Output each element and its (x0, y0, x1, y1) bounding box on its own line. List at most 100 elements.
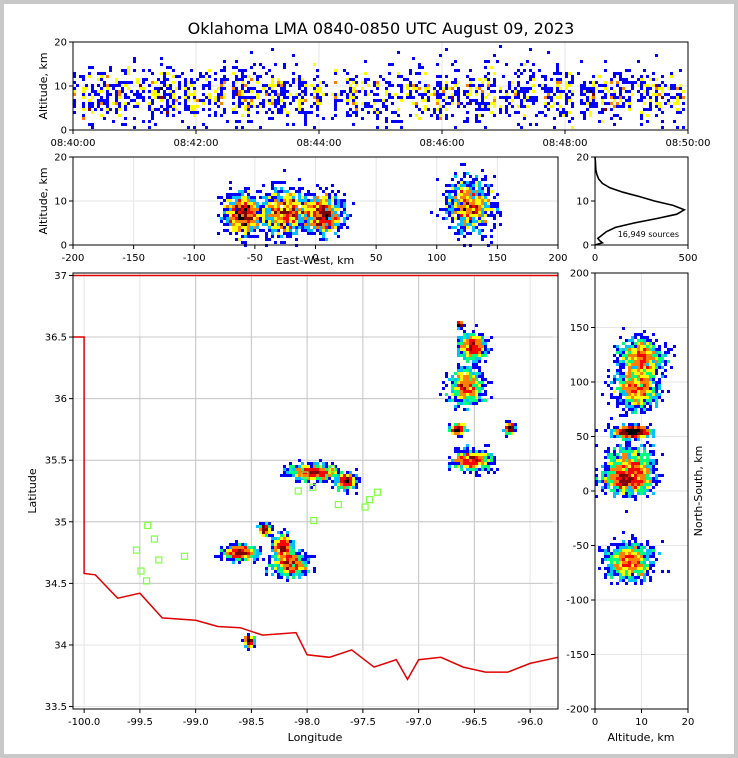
east-west-density-cell (316, 205, 319, 208)
east-west-density-cell (238, 202, 241, 205)
time-height-density-cell (202, 99, 205, 102)
time-height-density-cell (298, 84, 301, 87)
east-west-density-cell (445, 202, 448, 205)
east-west-density-cell (271, 217, 274, 220)
map-density-cell (472, 360, 475, 363)
map-density-cell (229, 549, 232, 552)
time-height-density-cell (571, 105, 574, 108)
time-height-density-cell (421, 96, 424, 99)
ns-density-cell (640, 405, 643, 408)
time-height-density-cell (277, 99, 280, 102)
time-height-density-cell (289, 102, 292, 105)
map-density-cell (481, 345, 484, 348)
time-height-density-cell (97, 72, 100, 75)
time-height-density-cell (415, 87, 418, 90)
ns-density-cell (658, 366, 661, 369)
time-height-density-cell (559, 78, 562, 81)
time-height-density-cell (193, 99, 196, 102)
map-density-cell (466, 468, 469, 471)
time-height-density-cell (487, 87, 490, 90)
map-density-cell (274, 543, 277, 546)
time-height-density-cell (559, 81, 562, 84)
time-height-density-cell (124, 123, 127, 126)
time-height-density-cell (598, 90, 601, 93)
time-height-density-cell (628, 69, 631, 72)
east-west-density-cell (460, 211, 463, 214)
time-height-density-cell (592, 105, 595, 108)
time-height-density-cell (115, 111, 118, 114)
map-density-cell (292, 570, 295, 573)
map-density-cell (460, 393, 463, 396)
east-west-density-cell (466, 223, 469, 226)
map-density-cell (469, 345, 472, 348)
ns-density-cell (646, 465, 649, 468)
ns-density-cell (640, 561, 643, 564)
time-height-density-cell (88, 93, 91, 96)
time-height-density-cell (193, 111, 196, 114)
ns-density-cell (631, 342, 634, 345)
map-density-cell (475, 465, 478, 468)
map-density-cell (466, 450, 469, 453)
time-height-density-cell (676, 87, 679, 90)
map-density-cell (484, 456, 487, 459)
time-height-density-cell (88, 66, 91, 69)
time-height-density-cell (373, 99, 376, 102)
east-west-density-cell (310, 193, 313, 196)
map-density-cell (481, 384, 484, 387)
east-west-density-cell (244, 199, 247, 202)
time-height-density-cell (436, 102, 439, 105)
ns-density-cell (628, 360, 631, 363)
east-west-density-cell (241, 214, 244, 217)
time-height-density-cell (232, 108, 235, 111)
time-height-density-cell (640, 96, 643, 99)
time-height-density-cell (340, 99, 343, 102)
map-density-cell (460, 327, 463, 330)
east-west-density-cell (475, 208, 478, 211)
map-density-cell (271, 537, 274, 540)
map-density-cell (484, 450, 487, 453)
ns-density-cell (637, 438, 640, 441)
time-height-density-cell (388, 81, 391, 84)
time-height-density-cell (475, 114, 478, 117)
lma-station-marker (132, 546, 141, 554)
time-height-density-cell (418, 87, 421, 90)
east-west-density-cell (229, 202, 232, 205)
ns-density-cell (604, 558, 607, 561)
map-points (214, 321, 517, 651)
map-density-cell (304, 573, 307, 576)
time-height-density-cell (472, 99, 475, 102)
time-height-density-cell (610, 96, 613, 99)
lma-station-marker (373, 488, 381, 496)
time-height-density-cell (601, 108, 604, 111)
time-height-density-cell (511, 81, 514, 84)
time-height-density-cell (115, 93, 118, 96)
map-density-cell (463, 378, 466, 381)
time-height-density-cell (532, 75, 535, 78)
time-height-density-cell (301, 99, 304, 102)
ns-density-cell (619, 567, 622, 570)
lma-station-marker (301, 471, 309, 479)
map-density-cell (481, 393, 484, 396)
time-height-density-cell (262, 102, 265, 105)
map-density-cell (232, 546, 235, 549)
ns-density-cell (649, 399, 652, 402)
east-west-density-cell (235, 229, 238, 232)
map-density-cell (478, 393, 481, 396)
time-height-density-cell (181, 72, 184, 75)
map-density-cell (475, 351, 478, 354)
time-height-density-cell (235, 93, 238, 96)
time-height-density-cell (175, 99, 178, 102)
map-density-cell (238, 546, 241, 549)
east-west-density-cell (268, 205, 271, 208)
ns-density-cell (613, 432, 616, 435)
ns-density-cell (640, 468, 643, 471)
map-density-cell (334, 480, 337, 483)
ns-density-cell (640, 369, 643, 372)
ns-density-cell (640, 387, 643, 390)
map-density-cell (460, 429, 463, 432)
time-height-density-cell (586, 99, 589, 102)
east-west-density-cell (490, 205, 493, 208)
map-density-cell (286, 567, 289, 570)
ns-density-cell (622, 462, 625, 465)
east-west-density-cell (328, 229, 331, 232)
